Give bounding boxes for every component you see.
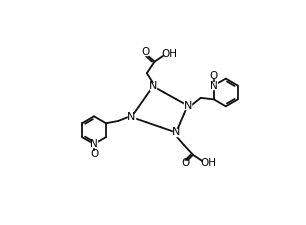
Bar	[173, 129, 180, 136]
Bar	[211, 73, 217, 78]
Text: N: N	[183, 101, 192, 110]
Text: N: N	[127, 112, 136, 122]
Bar	[150, 83, 156, 90]
Text: O: O	[141, 47, 149, 57]
Bar	[184, 102, 191, 109]
Bar	[128, 114, 135, 121]
Text: N: N	[172, 128, 180, 137]
Bar	[91, 141, 98, 147]
Text: N: N	[90, 139, 98, 149]
Bar	[210, 82, 217, 89]
Bar	[203, 159, 214, 165]
Bar	[142, 50, 148, 55]
Text: O: O	[181, 158, 189, 168]
Text: OH: OH	[161, 49, 177, 59]
Bar	[164, 52, 174, 58]
Text: N: N	[149, 81, 157, 91]
Text: N: N	[210, 81, 218, 90]
Text: O: O	[90, 149, 98, 159]
Bar	[182, 161, 188, 166]
Text: O: O	[210, 70, 218, 81]
Text: OH: OH	[200, 158, 216, 168]
Bar	[91, 151, 97, 157]
